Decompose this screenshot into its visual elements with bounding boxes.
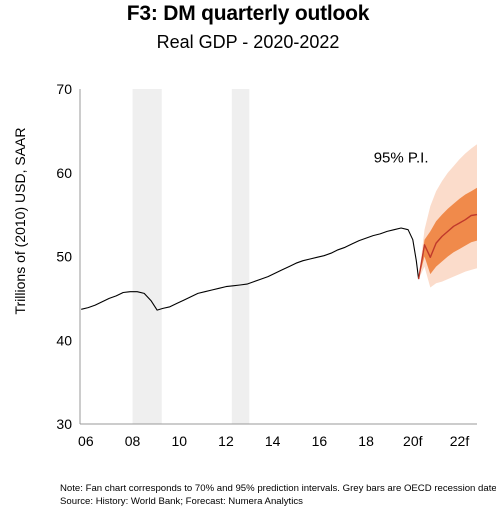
note-line: Note: Fan chart corresponds to 70% and 9… (60, 483, 496, 494)
chart-subtitle: Real GDP - 2020-2022 (156, 32, 340, 52)
recession-bar (231, 89, 250, 424)
chart-note: Note: Fan chart corresponds to 70% and 9… (60, 482, 496, 508)
x-tick-label: 22f (450, 433, 470, 449)
chart-title: F3: DM quarterly outlook (126, 2, 370, 25)
x-tick-label: 10 (171, 433, 187, 449)
y-tick-label: 60 (56, 165, 72, 181)
x-tick-label: 12 (218, 433, 234, 449)
y-tick-label: 70 (56, 81, 72, 97)
series-lines (81, 213, 478, 311)
history-line (81, 227, 420, 311)
y-tick-label: 50 (56, 249, 72, 265)
axes (79, 89, 477, 425)
x-tick-label: 14 (265, 433, 281, 449)
x-tick-label: 08 (125, 433, 141, 449)
recession-bar (132, 89, 162, 424)
x-tick-label: 06 (78, 433, 94, 449)
y-tick-label: 40 (56, 332, 72, 348)
x-tick-label: 18 (358, 433, 374, 449)
x-tick-label: 20f (403, 433, 423, 449)
forecast-central-line (417, 213, 478, 280)
band-70 (418, 187, 477, 280)
recession-bars (132, 89, 250, 424)
y-tick-label: 30 (56, 416, 72, 432)
x-tick-label: 16 (312, 433, 328, 449)
pi-annotation: 95% P.I. (374, 150, 429, 167)
tick-labels: 30 40 50 60 70 06 08 10 12 14 16 18 20f 22f 95% P.I. (56, 81, 469, 449)
source-line: Source: History: World Bank; Forecast: N… (60, 496, 303, 507)
fan-chart: 30 40 50 60 70 06 08 10 12 14 16 18 20f 22f 95% P.I. (56, 81, 478, 449)
